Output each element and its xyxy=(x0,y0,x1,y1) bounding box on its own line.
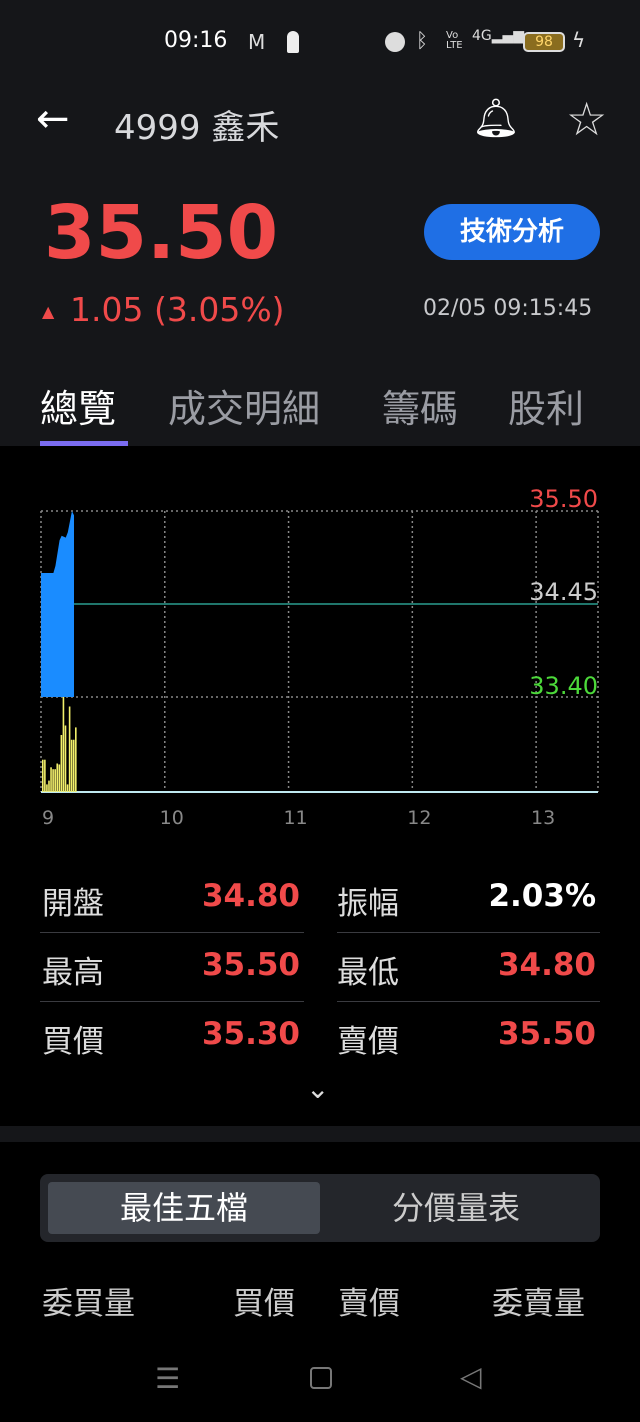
tab-trade-details[interactable]: 成交明細 xyxy=(168,387,321,431)
volume-bar xyxy=(46,784,48,792)
volume-bar xyxy=(75,727,77,792)
divider xyxy=(40,1001,304,1002)
volume-bar xyxy=(60,735,63,792)
stat-label: 最高 xyxy=(42,955,104,991)
alarm-icon xyxy=(385,32,405,52)
volume-bar xyxy=(54,769,56,792)
volte-icon: Vo LTE xyxy=(446,30,463,51)
status-time: 09:16 xyxy=(164,28,228,53)
quote-timestamp: 02/05 09:15:45 xyxy=(423,296,593,321)
current-price: 35.50 xyxy=(44,190,279,276)
volume-bar xyxy=(56,763,59,792)
volume-bar xyxy=(66,784,69,792)
stat-value: 34.80 xyxy=(201,878,300,914)
volume-bar xyxy=(50,767,52,792)
divider xyxy=(40,932,304,933)
tab-dividends[interactable]: 股利 xyxy=(508,387,585,431)
battery-icon: 98 xyxy=(523,32,565,52)
volume-bar xyxy=(44,759,46,792)
y-label-low: 33.40 xyxy=(529,672,598,700)
header-ask-price: 賣價 xyxy=(338,1286,400,1322)
x-tick-label: 13 xyxy=(531,807,555,829)
volume-bar xyxy=(52,769,54,792)
charging-icon: ϟ xyxy=(572,28,586,52)
stat-value: 34.80 xyxy=(497,947,596,983)
volume-bar xyxy=(58,764,61,792)
volume-bar xyxy=(48,780,50,792)
intraday-chart: 35.50 34.45 33.40 9 10 11 12 13 xyxy=(40,485,599,829)
nav-back-icon[interactable]: ◁ xyxy=(460,1360,482,1393)
toggle-best-five[interactable]: 最佳五檔 xyxy=(48,1182,320,1234)
section-divider xyxy=(0,1126,640,1142)
stat-value: 35.50 xyxy=(201,947,300,983)
volume-bar xyxy=(72,739,75,792)
price-area xyxy=(41,511,75,697)
bluetooth-icon: ᛒ xyxy=(416,28,428,52)
volume-bar xyxy=(42,759,44,792)
gmail-icon: M xyxy=(248,30,266,54)
nav-home-icon[interactable] xyxy=(310,1367,332,1389)
price-change: 1.05 (3.05%) xyxy=(70,290,285,329)
x-tick-label: 11 xyxy=(283,807,307,829)
technical-analysis-button[interactable]: 技術分析 xyxy=(424,204,600,260)
stat-label: 賣價 xyxy=(337,1024,399,1060)
expand-chevron-icon[interactable]: ⌄ xyxy=(306,1072,330,1105)
toggle-price-volume[interactable]: 分價量表 xyxy=(391,1189,520,1227)
volume-bar xyxy=(70,739,73,792)
bell-icon[interactable]: 🔔︎ xyxy=(472,96,521,140)
y-label-high: 35.50 xyxy=(529,485,598,513)
volume-bar xyxy=(64,725,67,792)
divider xyxy=(337,932,600,933)
volume-bar xyxy=(68,706,71,792)
stat-label: 開盤 xyxy=(42,886,104,922)
x-tick-label: 12 xyxy=(407,807,431,829)
stat-label: 買價 xyxy=(42,1024,104,1060)
back-icon[interactable]: ← xyxy=(36,96,70,142)
stat-value: 35.50 xyxy=(497,1016,596,1052)
signal-4g-icon: 4G▂▄▆ xyxy=(472,28,525,44)
y-label-ref: 34.45 xyxy=(529,578,598,606)
nav-menu-icon[interactable]: ☰ xyxy=(155,1362,181,1395)
keyhole-icon xyxy=(287,31,299,53)
header-bid-volume: 委買量 xyxy=(42,1286,135,1322)
divider xyxy=(337,1001,600,1002)
header-bid-price: 買價 xyxy=(233,1286,295,1322)
header-ask-volume: 委賣量 xyxy=(492,1286,585,1322)
page-title: 4999 鑫禾 xyxy=(114,108,280,148)
up-arrow-icon: ▲ xyxy=(42,302,55,321)
x-tick-label: 10 xyxy=(160,807,184,829)
volume-bar xyxy=(62,697,65,792)
x-tick-label: 9 xyxy=(42,807,54,829)
star-icon[interactable]: ☆ xyxy=(566,92,608,146)
tab-overview[interactable]: 總覽 xyxy=(40,387,117,431)
tab-chips[interactable]: 籌碼 xyxy=(382,387,459,431)
stat-label: 振幅 xyxy=(337,886,399,922)
stat-label: 最低 xyxy=(337,955,399,991)
stat-value: 2.03% xyxy=(488,878,596,914)
tab-indicator xyxy=(40,441,128,446)
stat-value: 35.30 xyxy=(201,1016,300,1052)
